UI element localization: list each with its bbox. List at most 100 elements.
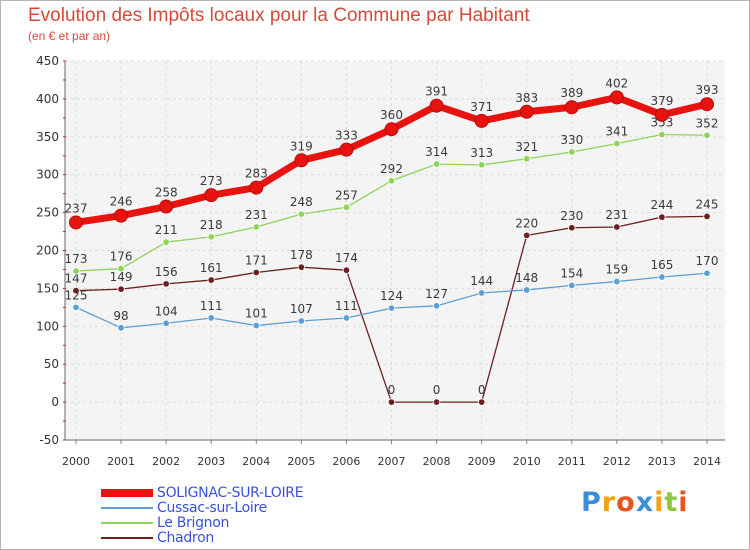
legend-swatch-solignac (101, 489, 153, 497)
x-tick-label: 2010 (513, 455, 541, 468)
data-point (207, 314, 215, 322)
chart-title: Evolution des Impôts locaux pour la Comm… (28, 5, 530, 26)
legend-label-solignac: SOLIGNAC-SUR-LOIRE (157, 485, 304, 501)
data-label: 402 (605, 76, 628, 90)
data-label: 125 (65, 288, 88, 302)
x-tick-label: 2002 (152, 455, 180, 468)
data-label: 174 (335, 251, 358, 265)
logo-letter: i (678, 487, 689, 518)
data-label: 383 (515, 91, 538, 105)
data-label: 170 (696, 254, 719, 268)
data-label: 341 (605, 125, 628, 139)
x-tick-label: 2003 (197, 455, 225, 468)
y-tick-label: 100 (36, 319, 59, 333)
y-tick-label: 350 (36, 130, 59, 144)
x-tick-label: 2007 (378, 455, 406, 468)
data-label: 321 (515, 140, 538, 154)
data-point (703, 269, 711, 277)
data-point (252, 268, 260, 277)
data-label: 147 (65, 272, 88, 286)
data-point (252, 321, 260, 330)
data-label: 98 (113, 309, 128, 323)
logo-letter: x (635, 487, 655, 518)
data-point (117, 324, 125, 332)
data-point (72, 286, 80, 295)
data-label: 0 (478, 383, 486, 397)
data-label: 246 (110, 195, 133, 209)
data-point (207, 233, 215, 241)
data-label: 218 (200, 218, 223, 232)
data-point (477, 398, 486, 406)
data-label: 171 (245, 253, 268, 267)
data-point (297, 317, 306, 325)
data-point (297, 210, 306, 218)
data-label: 111 (335, 299, 358, 313)
data-point (207, 276, 215, 284)
data-point (342, 314, 351, 322)
data-label: 389 (560, 86, 583, 100)
data-label: 244 (650, 198, 673, 212)
data-point (613, 277, 621, 286)
data-label: 245 (696, 197, 719, 211)
legend-label-cussac: Cussac-sur-Loire (157, 500, 267, 516)
data-point (568, 281, 576, 290)
x-tick-label: 2001 (107, 455, 135, 468)
data-point (654, 107, 669, 122)
chart-subtitle: (en € et par an) (28, 29, 111, 43)
series-cussac-sur-loire: 125 98 104 111 101 107 111 124 127 144 148 154 159 16… (65, 254, 719, 332)
data-point (294, 153, 309, 168)
y-tick-label: 400 (36, 92, 59, 106)
data-point (477, 289, 486, 297)
logo-letter: r (601, 487, 617, 518)
data-label: 379 (650, 94, 673, 108)
data-label: 330 (560, 133, 583, 147)
data-point (297, 263, 306, 271)
data-label: 313 (470, 146, 493, 160)
x-tick-label: 2009 (468, 455, 496, 468)
data-point (703, 212, 711, 221)
data-point (69, 215, 83, 230)
data-point (72, 267, 80, 275)
series-solignac-sur-loire: 237 246 258 273 283 319 333 360 391 371 383 389 402 3… (65, 76, 718, 230)
data-point (700, 97, 714, 112)
data-point (703, 131, 711, 139)
data-point (609, 90, 624, 105)
data-point (159, 199, 174, 214)
x-tick-label: 2006 (332, 455, 360, 468)
data-label: 292 (380, 162, 403, 176)
data-label: 257 (335, 188, 358, 202)
data-label: 283 (245, 167, 268, 181)
y-tick-label: 450 (36, 54, 59, 68)
data-label: 161 (200, 261, 223, 275)
data-point (204, 188, 219, 203)
data-label: 154 (560, 266, 583, 280)
data-label: 230 (560, 209, 583, 223)
data-label: 144 (470, 274, 493, 288)
data-label: 352 (696, 116, 719, 130)
data-point (474, 113, 489, 128)
data-label: 237 (65, 201, 88, 215)
data-label: 220 (515, 216, 538, 230)
data-point (72, 303, 80, 312)
x-tick-label: 2004 (242, 455, 270, 468)
series-chadron: 147 149 156 161 171 178 174 0 0 0 220 230 231 244 245 (65, 197, 719, 406)
logo-letter: i (654, 487, 665, 518)
proxiti-logo: Proxiti (581, 487, 689, 518)
data-label: 176 (110, 250, 133, 264)
legend-swatch-chadron (101, 537, 153, 539)
data-label: 0 (433, 383, 441, 397)
logo-letter: P (581, 487, 602, 518)
data-label: 333 (335, 129, 358, 143)
data-label: 314 (425, 145, 448, 159)
data-label: 104 (155, 304, 178, 318)
data-point (519, 104, 534, 119)
x-tick-label: 2008 (423, 455, 451, 468)
y-tick-label: 200 (36, 244, 59, 258)
legend-swatch-cussac (101, 507, 153, 509)
x-tick-label: 2013 (648, 455, 676, 468)
y-tick-label: -50 (39, 433, 59, 447)
data-label: 319 (290, 139, 313, 153)
data-label: 159 (605, 263, 628, 277)
data-label: 107 (290, 302, 313, 316)
